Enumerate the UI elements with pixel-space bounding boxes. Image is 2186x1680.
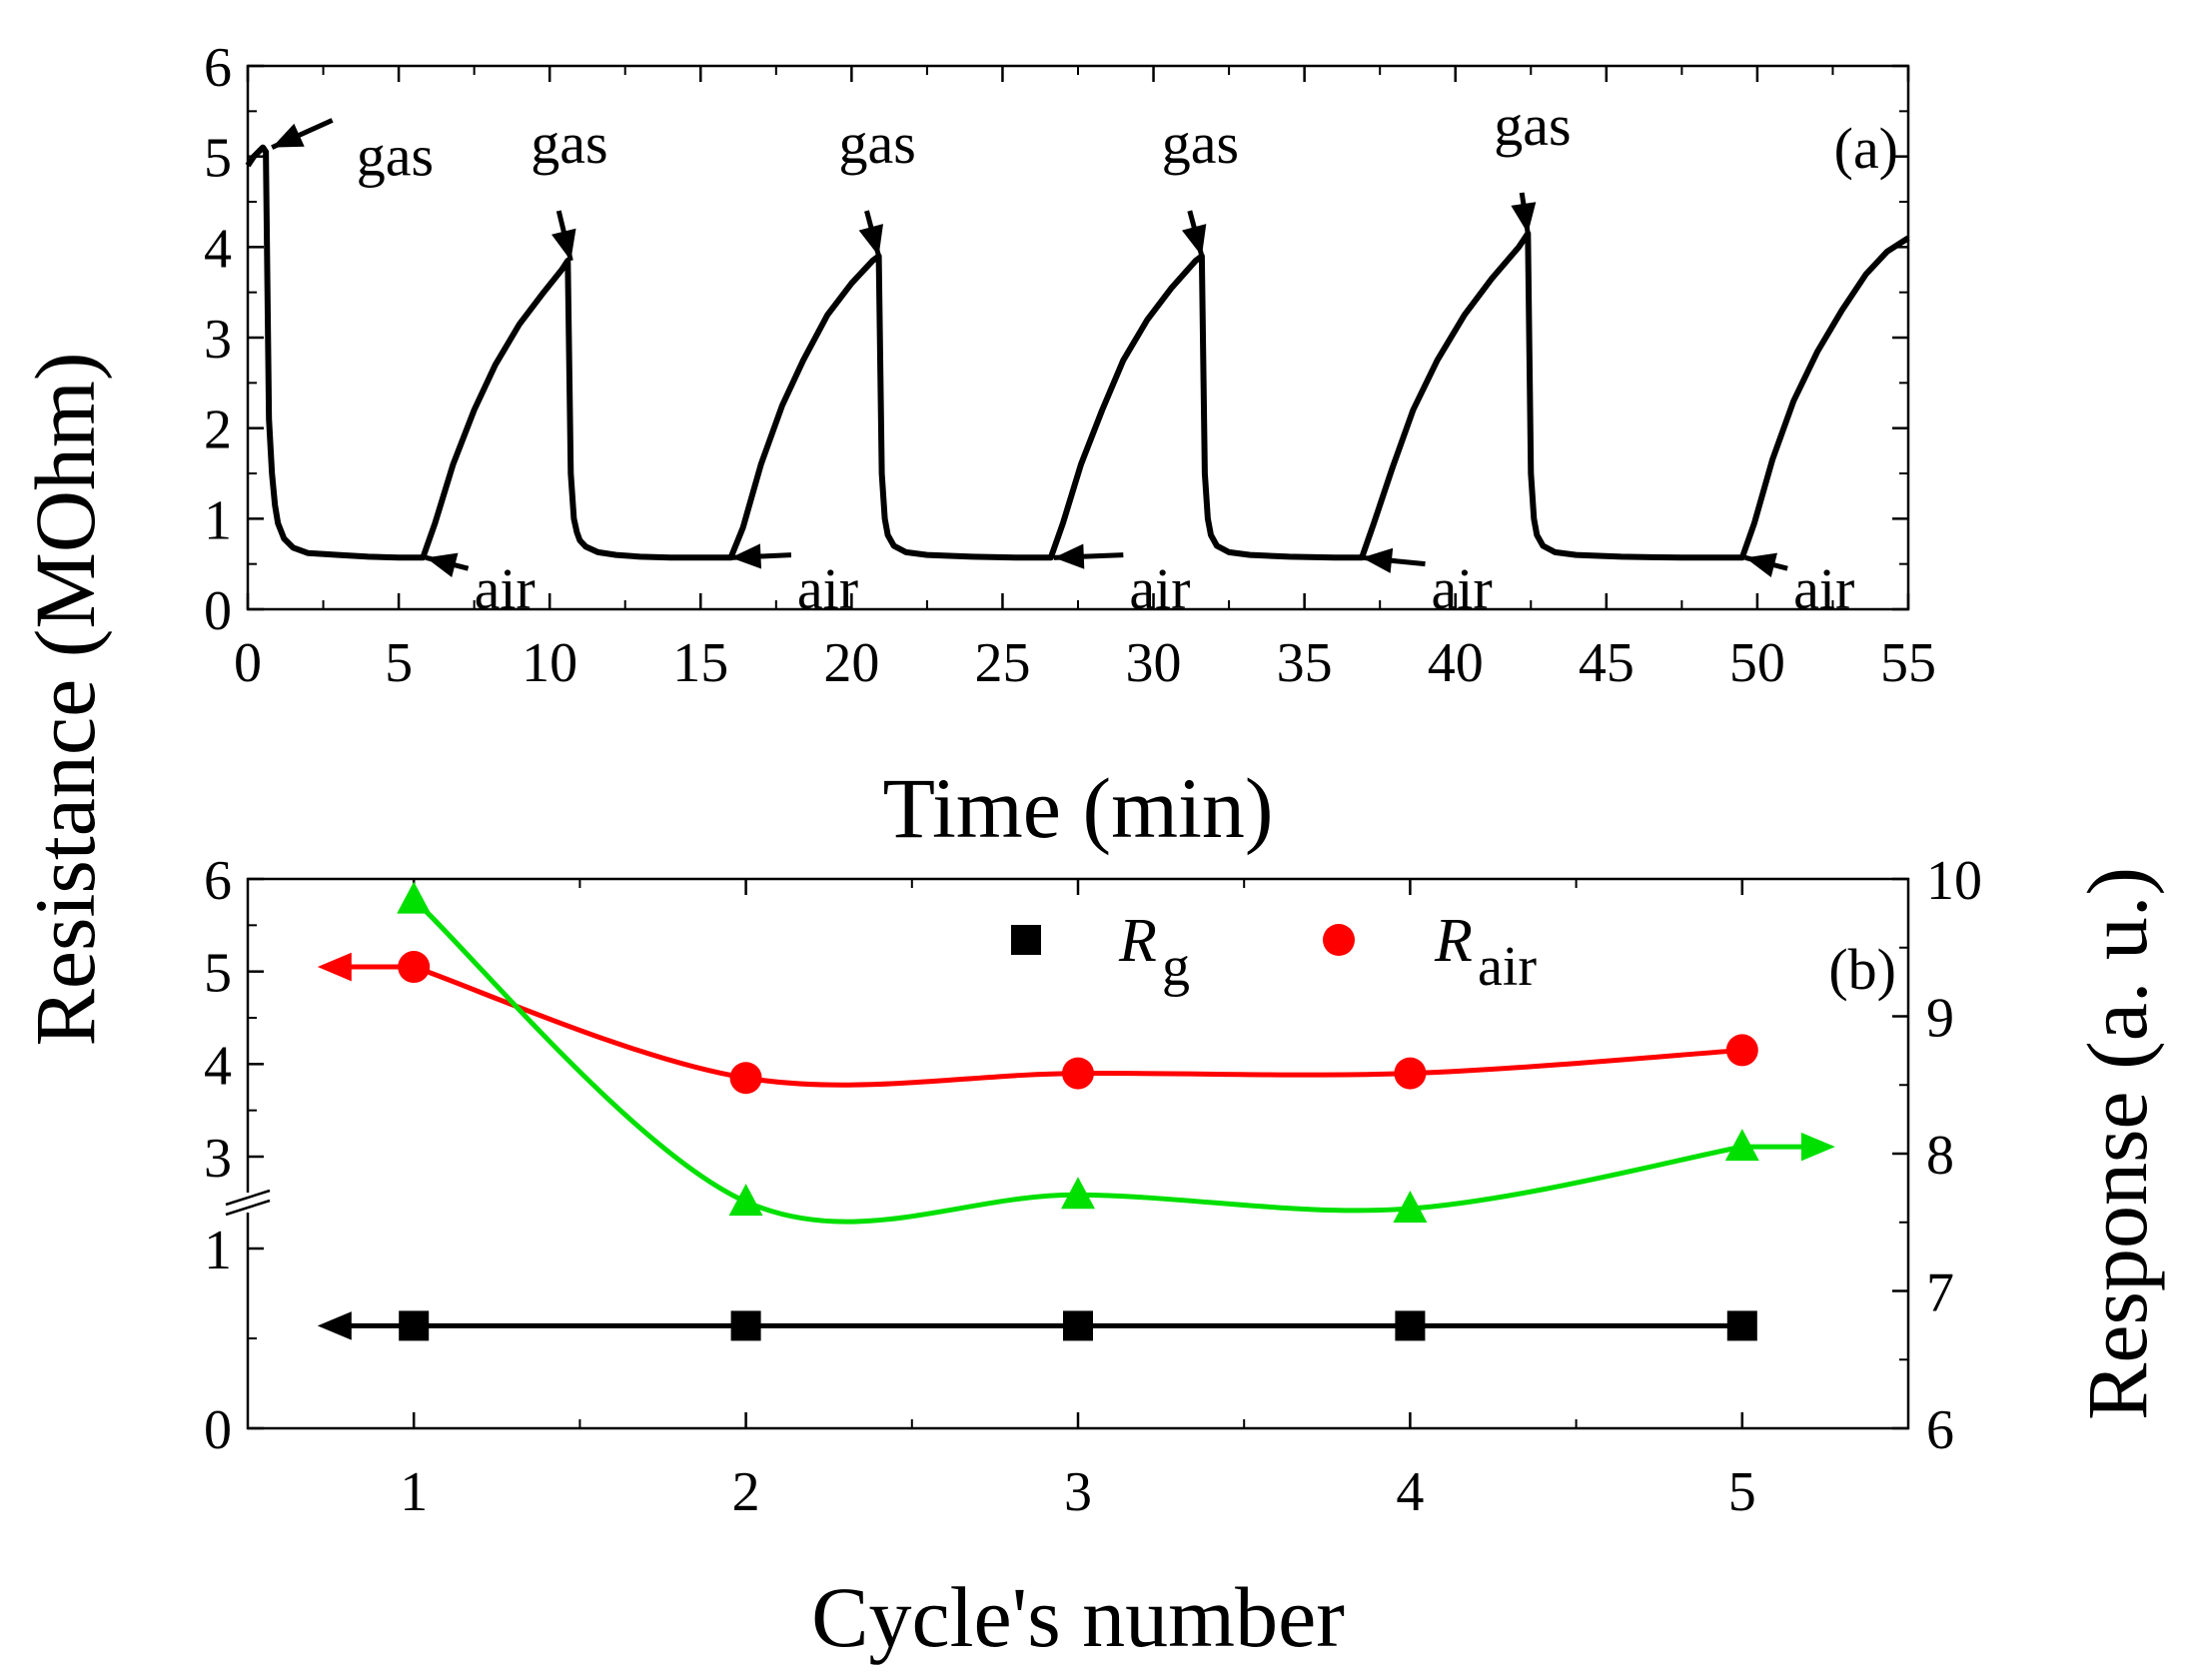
x-tick-label: 5 bbox=[1728, 1461, 1756, 1523]
y-tick-label: 6 bbox=[204, 37, 232, 99]
annotation-arrow-head bbox=[1362, 547, 1394, 573]
x-axis-title: Time (min) bbox=[882, 760, 1273, 856]
y-tick-label: 5 bbox=[204, 128, 232, 190]
y-tick-label: 1 bbox=[204, 489, 232, 551]
annotation-label: gas bbox=[1494, 93, 1571, 158]
x-tick-label: 1 bbox=[400, 1461, 428, 1523]
x-axis-title: Cycle's number bbox=[811, 1569, 1345, 1665]
x-tick-label: 15 bbox=[672, 632, 728, 694]
rair-marker bbox=[1062, 1057, 1094, 1090]
y-tick-label: 3 bbox=[204, 1128, 232, 1190]
rair-marker bbox=[1725, 1034, 1758, 1067]
y-tick-label: 3 bbox=[204, 309, 232, 371]
axis-arrow-head bbox=[317, 952, 352, 982]
x-tick-label: 35 bbox=[1277, 632, 1333, 694]
rg-marker bbox=[399, 1310, 430, 1341]
legend-rg-label: R bbox=[1118, 907, 1157, 975]
y-tick-label: 0 bbox=[204, 1399, 232, 1461]
response-marker bbox=[728, 1184, 763, 1217]
legend-rg-subscript: g bbox=[1162, 936, 1190, 998]
axis-arrow-head bbox=[317, 1311, 352, 1340]
annotation-label: air bbox=[475, 556, 536, 621]
rair-marker bbox=[398, 951, 431, 984]
x-tick-label: 20 bbox=[823, 632, 879, 694]
rg-marker bbox=[1726, 1310, 1757, 1341]
y2-tick-label: 10 bbox=[1926, 850, 1982, 912]
axis-break-mark bbox=[225, 1189, 271, 1217]
axis-arrow-head bbox=[1800, 1132, 1835, 1162]
y-tick-label: 0 bbox=[204, 580, 232, 642]
x-tick-label: 50 bbox=[1729, 632, 1785, 694]
rg-marker bbox=[1395, 1310, 1426, 1341]
rair-marker bbox=[729, 1062, 762, 1095]
y2-tick-label: 7 bbox=[1926, 1262, 1954, 1324]
x-tick-label: 25 bbox=[974, 632, 1030, 694]
annotation-label: air bbox=[1432, 556, 1493, 621]
y-tick-label: 5 bbox=[204, 943, 232, 1005]
x-tick-label: 3 bbox=[1064, 1461, 1092, 1523]
y2-tick-label: 8 bbox=[1926, 1125, 1954, 1187]
panel-label: (a) bbox=[1834, 116, 1898, 181]
annotation-arrow-head bbox=[272, 123, 305, 148]
annotation-arrow-head bbox=[858, 224, 884, 257]
annotation-arrow-head bbox=[1511, 202, 1537, 234]
x-tick-label: 5 bbox=[385, 632, 413, 694]
y-tick-label: 2 bbox=[204, 400, 232, 461]
resistance-line bbox=[245, 144, 1910, 561]
plot-frame bbox=[246, 64, 1910, 611]
y2-tick-label: 6 bbox=[1926, 1399, 1954, 1461]
rg-marker bbox=[730, 1310, 761, 1341]
annotation-arrow-head bbox=[730, 543, 762, 569]
rair-marker bbox=[1394, 1057, 1427, 1090]
y-tick-label: 4 bbox=[204, 1035, 232, 1097]
y-tick-label: 6 bbox=[204, 850, 232, 912]
y-axis-title: Resistance (MOhm) bbox=[17, 352, 113, 1046]
legend-rair-subscript: air bbox=[1478, 936, 1537, 998]
x-tick-label: 40 bbox=[1428, 632, 1484, 694]
annotation-label: gas bbox=[357, 124, 434, 189]
x-tick-label: 10 bbox=[522, 632, 577, 694]
x-tick-label: 4 bbox=[1396, 1461, 1424, 1523]
y-tick-label: 1 bbox=[204, 1220, 232, 1281]
y-tick-label: 4 bbox=[204, 218, 232, 280]
legend-rg-marker bbox=[1011, 925, 1041, 955]
x-tick-label: 30 bbox=[1126, 632, 1182, 694]
response-marker bbox=[1724, 1129, 1759, 1162]
annotation-arrow-head bbox=[1744, 552, 1778, 577]
plot-frame bbox=[246, 877, 1910, 1430]
x-tick-label: 55 bbox=[1880, 632, 1936, 694]
legend-rair-marker bbox=[1323, 924, 1355, 956]
rg-marker bbox=[1063, 1310, 1093, 1341]
x-tick-label: 45 bbox=[1579, 632, 1635, 694]
x-tick-label: 2 bbox=[732, 1461, 760, 1523]
x-tick-label: 0 bbox=[234, 632, 262, 694]
response-marker bbox=[1061, 1177, 1095, 1210]
y2-tick-label: 9 bbox=[1926, 988, 1954, 1050]
annotation-arrow-head bbox=[426, 552, 459, 577]
legend-rair-label: R bbox=[1434, 907, 1473, 975]
response-marker bbox=[397, 881, 432, 914]
annotation-arrow-head bbox=[1181, 224, 1207, 257]
annotation-arrow-head bbox=[1053, 543, 1085, 569]
y2-axis-title: Response (a. u.) bbox=[2069, 867, 2165, 1420]
annotation-label: air bbox=[1793, 556, 1854, 621]
annotation-label: air bbox=[1129, 556, 1190, 621]
annotation-label: air bbox=[797, 556, 858, 621]
annotation-arrow-head bbox=[551, 228, 576, 261]
response-marker bbox=[1393, 1191, 1428, 1223]
panel-label: (b) bbox=[1828, 937, 1896, 1002]
annotation-label: gas bbox=[531, 111, 607, 176]
annotation-label: gas bbox=[838, 111, 915, 176]
annotation-label: gas bbox=[1162, 111, 1239, 176]
